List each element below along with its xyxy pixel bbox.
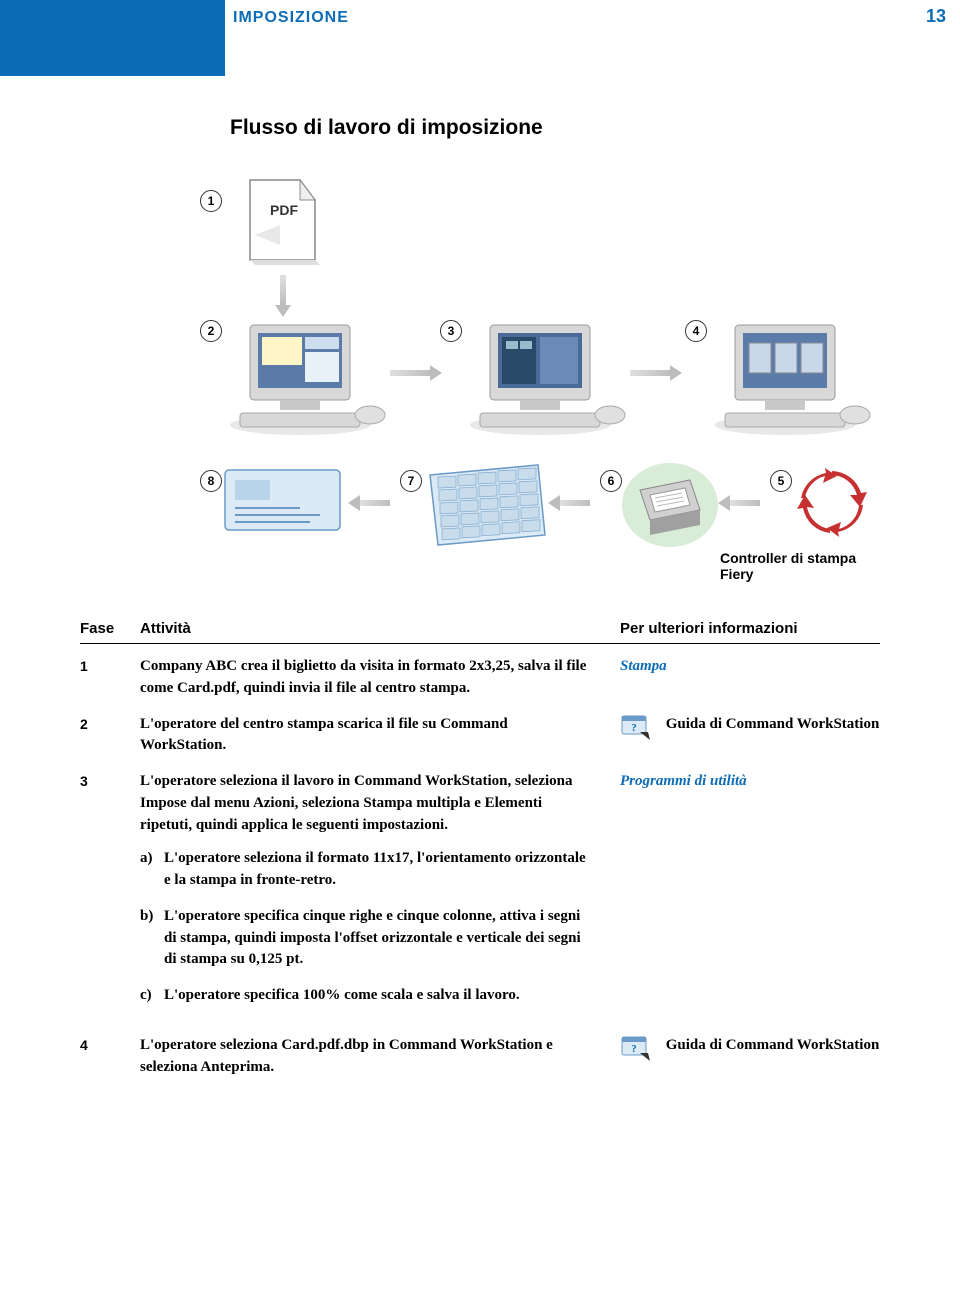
sublist-item: c) L'operatore specifica 100% come scala… <box>140 985 590 1007</box>
table-header-row: Fase Attività Per ulteriori informazioni <box>80 620 880 644</box>
header-fase: Fase <box>80 620 140 637</box>
computer-icon-3 <box>460 315 630 445</box>
header-title-wrap: IMPOSIZIONE <box>225 0 926 36</box>
step-circle-7: 7 <box>400 470 422 492</box>
row-info: Stampa <box>620 656 880 700</box>
row-num: 3 <box>80 771 140 1021</box>
activity-table: Fase Attività Per ulteriori informazioni… <box>80 620 880 1078</box>
row-activity: L'operatore seleziona il lavoro in Comma… <box>140 771 620 1021</box>
row-activity: Company ABC crea il biglietto da visita … <box>140 656 620 700</box>
arrow-right-icon <box>630 370 670 376</box>
arrow-down-icon <box>280 275 286 305</box>
step-circle-2: 2 <box>200 320 222 342</box>
business-card-icon <box>220 460 350 545</box>
row-num: 4 <box>80 1035 140 1079</box>
header-blue-block <box>0 0 225 36</box>
row-activity-text: L'operatore seleziona il lavoro in Comma… <box>140 773 573 833</box>
step-circle-4: 4 <box>685 320 707 342</box>
row-info-text: Guida di Command WorkStation <box>666 1037 880 1053</box>
header-blue-strip <box>0 36 225 76</box>
sublist-item: a) L'operatore seleziona il formato 11x1… <box>140 848 590 892</box>
sublist-letter: a) <box>140 848 164 892</box>
row-num: 2 <box>80 714 140 758</box>
row-info: Programmi di utilità <box>620 771 880 1021</box>
svg-text:?: ? <box>631 1043 637 1055</box>
imposition-sheet-icon <box>420 460 550 555</box>
sublist-text: L'operatore seleziona il formato 11x17, … <box>164 848 590 892</box>
svg-text:PDF: PDF <box>270 202 298 218</box>
step-circle-1: 1 <box>200 190 222 212</box>
printer-icon <box>620 460 720 555</box>
row-num: 1 <box>80 656 140 700</box>
row-info: ? Guida di Command WorkStation <box>620 1035 880 1079</box>
header-title: IMPOSIZIONE <box>233 9 349 27</box>
svg-text:?: ? <box>631 722 637 734</box>
cycle-arrows-icon <box>795 465 870 545</box>
help-icon: ? <box>620 714 654 750</box>
table-row: 3 L'operatore seleziona il lavoro in Com… <box>80 771 880 1021</box>
row-info-text: Guida di Command WorkStation <box>666 716 880 732</box>
controller-label: Controller di stampa Fiery <box>720 550 880 582</box>
computer-icon-4 <box>705 315 875 445</box>
header-attivita: Attività <box>140 620 620 637</box>
step-circle-8: 8 <box>200 470 222 492</box>
table-row: 2 L'operatore del centro stampa scarica … <box>80 714 880 758</box>
table-row: 1 Company ABC crea il biglietto da visit… <box>80 656 880 700</box>
step-circle-5: 5 <box>770 470 792 492</box>
workflow-diagram: 1 PDF 2 <box>130 170 880 590</box>
arrow-left-icon <box>360 500 390 506</box>
arrow-left-icon <box>730 500 760 506</box>
sublist: a) L'operatore seleziona il formato 11x1… <box>140 848 590 1007</box>
computer-icon-2 <box>220 315 390 445</box>
row-activity: L'operatore del centro stampa scarica il… <box>140 714 620 758</box>
table-row: 4 L'operatore seleziona Card.pdf.dbp in … <box>80 1035 880 1079</box>
header-bar: IMPOSIZIONE 13 <box>0 0 960 36</box>
sublist-letter: c) <box>140 985 164 1007</box>
page-number: 13 <box>926 0 960 36</box>
row-info: ? Guida di Command WorkStation <box>620 714 880 758</box>
sublist-text: L'operatore specifica 100% come scala e … <box>164 985 520 1007</box>
step-circle-3: 3 <box>440 320 462 342</box>
section-title: Flusso di lavoro di imposizione <box>230 116 880 140</box>
sublist-letter: b) <box>140 906 164 971</box>
step-circle-6: 6 <box>600 470 622 492</box>
pdf-document-icon: PDF <box>240 170 330 270</box>
arrow-left-icon <box>560 500 590 506</box>
help-icon: ? <box>620 1035 654 1071</box>
sublist-text: L'operatore specifica cinque righe e cin… <box>164 906 590 971</box>
arrow-right-icon <box>390 370 430 376</box>
header-info: Per ulteriori informazioni <box>620 620 880 637</box>
row-activity: L'operatore seleziona Card.pdf.dbp in Co… <box>140 1035 620 1079</box>
sublist-item: b) L'operatore specifica cinque righe e … <box>140 906 590 971</box>
